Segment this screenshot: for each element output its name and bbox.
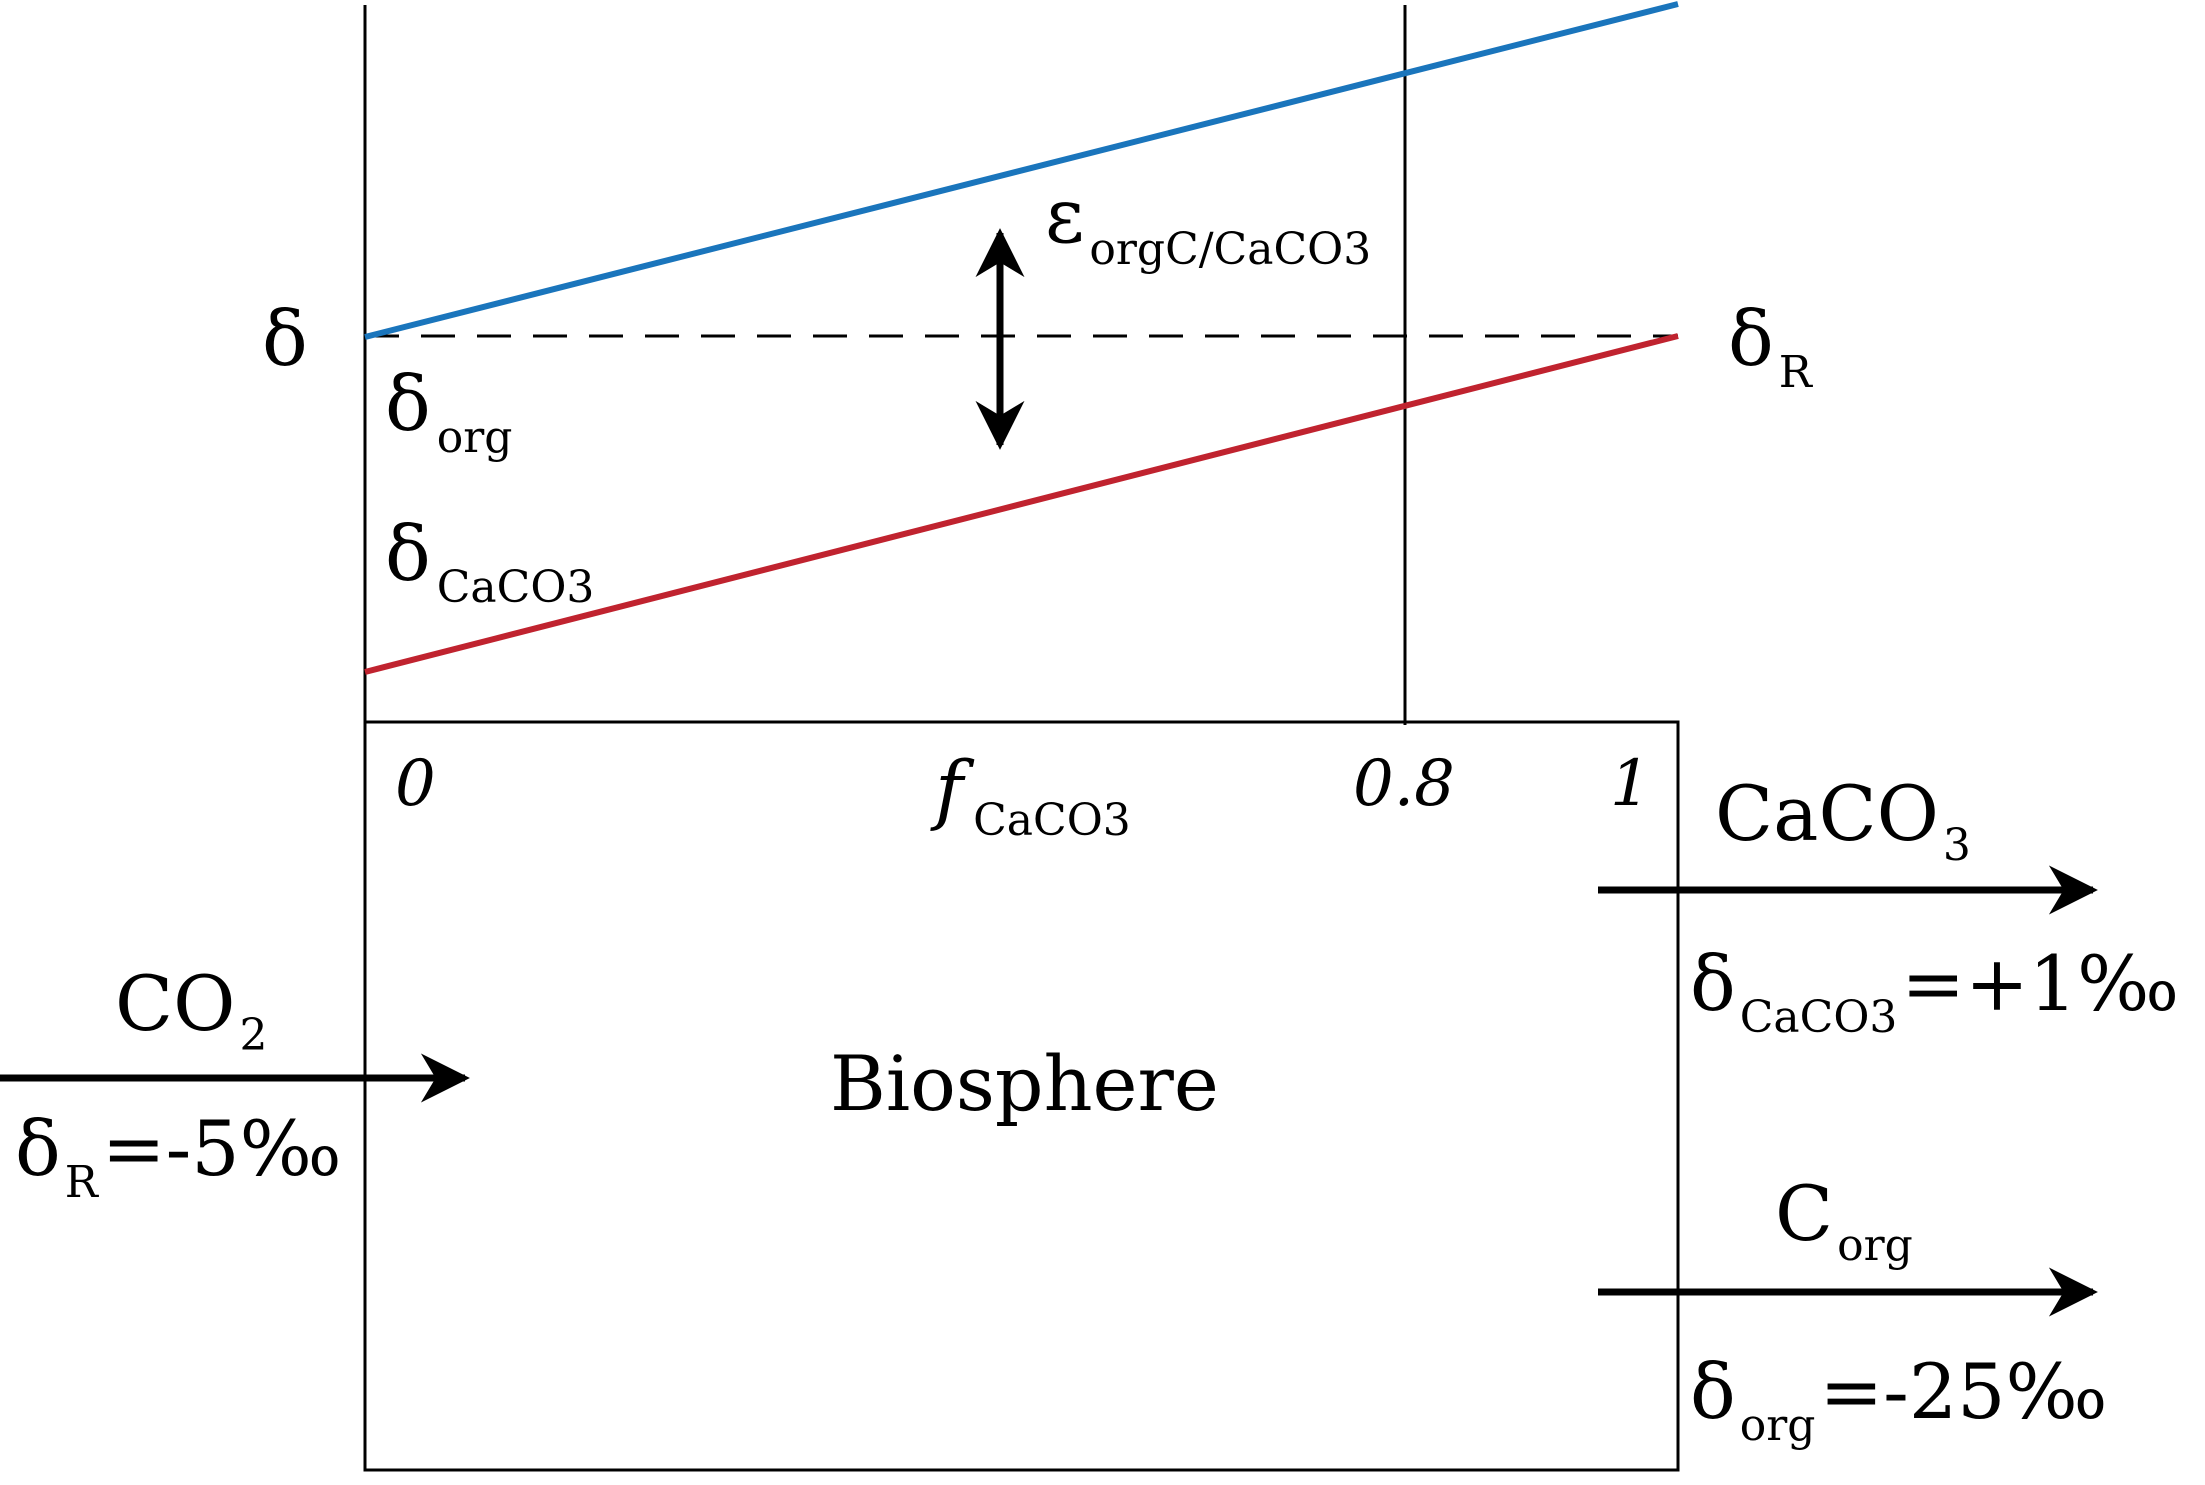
organic-delta-line (364, 1, 1679, 340)
biosphere-label: Biosphere (830, 1039, 1219, 1128)
corg-delta-label: δorg=-25‰ (1690, 1347, 2108, 1451)
input-delta-label: δR=-5‰ (15, 1104, 342, 1208)
caco3-species-label: CaCO3 (1715, 769, 1971, 871)
corg-species-label: Corg (1775, 1169, 1913, 1271)
carbonate-line-label: δ CaCO3 (385, 509, 594, 613)
x-tick-0.8: 0.8 (1353, 747, 1455, 821)
y-axis-label: δ (262, 294, 308, 383)
biosphere-box (363, 720, 1680, 1472)
x-tick-1: 1 (1610, 747, 1651, 821)
caco3-delta-label: δCaCO3=+1‰ (1690, 939, 2179, 1043)
organic-line-label: δ org (385, 359, 512, 463)
x-axis-label: f CaCO3 (930, 744, 1131, 846)
carbonate-delta-line (364, 333, 1679, 675)
co2-species-label: CO2 (115, 959, 267, 1061)
fractionation-label: ε orgC/CaCO3 (1045, 171, 1371, 275)
x-tick-0: 0 (395, 747, 436, 821)
